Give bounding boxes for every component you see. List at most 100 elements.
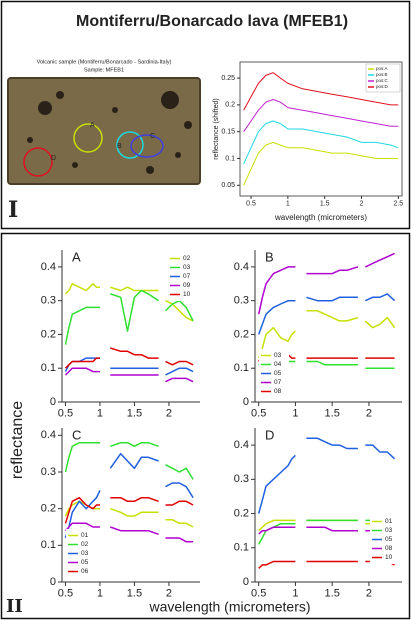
hole [27, 137, 33, 143]
region-circle [73, 123, 103, 153]
legend-label: 07 [274, 379, 282, 386]
spectrum-line [64, 496, 194, 524]
subplot-title: A [72, 249, 81, 264]
legend-label: 03 [274, 352, 282, 359]
x-tick-label: 2 [366, 588, 372, 600]
x-tick-label: 1.5 [127, 588, 142, 600]
y-tick-label: 0.1 [41, 362, 56, 374]
legend-label: 08 [385, 545, 393, 552]
legend-label: 03 [81, 550, 89, 557]
x-tick-label: 0.5 [251, 588, 266, 600]
y-tick-label: 0.2 [234, 328, 249, 340]
y-tick-label: 0.2 [234, 507, 249, 519]
region-circle [116, 131, 144, 159]
rock [8, 78, 200, 184]
legend-label: 06 [81, 568, 89, 575]
y-tick-label: 0.2 [41, 503, 56, 515]
hole [161, 91, 179, 109]
y-tick-label: 0.4 [41, 261, 56, 273]
spectrum-line [257, 293, 396, 335]
y-tick-label: 0 [50, 576, 56, 588]
legend-label: 07 [183, 273, 191, 280]
legend-label: 05 [385, 536, 393, 543]
photo-caption: Sample: MFEB1 [84, 67, 124, 73]
legend-label: 09 [183, 282, 191, 289]
x-tick-label: 0.5 [58, 588, 73, 600]
y-tick-label: 0.4 [41, 429, 56, 441]
legend-label: 01 [81, 532, 89, 539]
legend-label: 05 [81, 559, 89, 566]
y-tick-label: 0.05 [221, 182, 235, 189]
region-label: A [90, 122, 95, 129]
x-tick-label: 2 [366, 408, 372, 420]
rock-edge [7, 77, 201, 185]
spectrum-line [257, 310, 396, 359]
x-tick-label: 0.5 [251, 408, 266, 420]
photo-caption: Volcanic sample (Montiferru/Bonarcado - … [37, 59, 172, 65]
legend-label: pos:A [376, 66, 388, 71]
x-tick-label: 1.5 [325, 588, 340, 600]
y-axis-label: reflectance (shifted) [213, 98, 220, 159]
hole [56, 91, 64, 99]
region-circle [23, 147, 53, 177]
panel-frame [0, 232, 411, 620]
legend-label: 02 [183, 255, 191, 262]
subplot-title: C [72, 427, 81, 442]
spectrum-line [64, 452, 194, 539]
spectrum-line [257, 437, 396, 514]
hole [72, 162, 78, 168]
legend-label: 05 [274, 370, 282, 377]
x-tick-label: 2 [360, 201, 364, 208]
y-tick-label: 0 [243, 576, 249, 588]
spectrum-line [64, 441, 194, 480]
legend-label: 01 [385, 518, 393, 525]
y-tick-label: 0.3 [234, 295, 249, 307]
legend-label: 03 [183, 264, 191, 271]
y-tick-label: 0 [50, 396, 56, 408]
x-tick-label: 1.5 [320, 201, 330, 208]
spectrum-line [257, 252, 395, 315]
y-tick-label: 0.3 [41, 295, 56, 307]
x-tick-label: 1 [97, 408, 103, 420]
y-tick-label: 0.4 [234, 261, 249, 273]
x-tick-label: 2 [166, 588, 172, 600]
y-tick-label: 0.1 [41, 539, 56, 551]
hole [112, 107, 118, 113]
spectrum-line [64, 283, 194, 322]
legend-label: 03 [385, 527, 393, 534]
subplot-title: B [265, 249, 274, 264]
x-tick-label: 2.5 [393, 201, 403, 208]
figure-title: Montiferru/Bonarcado lava (MFEB1) [76, 13, 348, 30]
spectrum-line [64, 347, 194, 369]
hole [175, 152, 181, 158]
shared-x-label: wavelength (micrometers) [148, 599, 310, 615]
x-tick-label: 1 [292, 588, 298, 600]
y-tick-label: 0.4 [234, 439, 249, 451]
spectrum-line [243, 99, 399, 132]
subplot-title: D [265, 427, 274, 442]
panel-label: I [8, 197, 18, 223]
x-tick-label: 1.5 [127, 408, 142, 420]
x-tick-label: 0.5 [246, 201, 256, 208]
y-tick-label: 0.1 [234, 542, 249, 554]
x-axis-label: wavelength (micrometers) [274, 213, 367, 222]
legend-label: 10 [183, 291, 191, 298]
y-tick-label: 0.1 [225, 155, 235, 162]
y-tick-label: 0.1 [234, 362, 249, 374]
y-tick-label: 0.25 [221, 75, 235, 82]
plot-frame [239, 61, 403, 197]
x-tick-label: 2 [166, 408, 172, 420]
region-label: C [150, 133, 155, 140]
legend-label: pos:D [376, 84, 389, 89]
x-tick-label: 1 [97, 588, 103, 600]
sample-photo: A B C D [7, 77, 201, 185]
x-tick-label: 1 [292, 408, 298, 420]
panel-label: II [6, 596, 23, 617]
hole [38, 101, 52, 115]
region-circle [130, 134, 164, 158]
spectrum-line [243, 120, 399, 165]
y-tick-label: 0 [243, 396, 249, 408]
x-tick-label: 0.5 [58, 408, 73, 420]
y-tick-label: 0.3 [41, 466, 56, 478]
